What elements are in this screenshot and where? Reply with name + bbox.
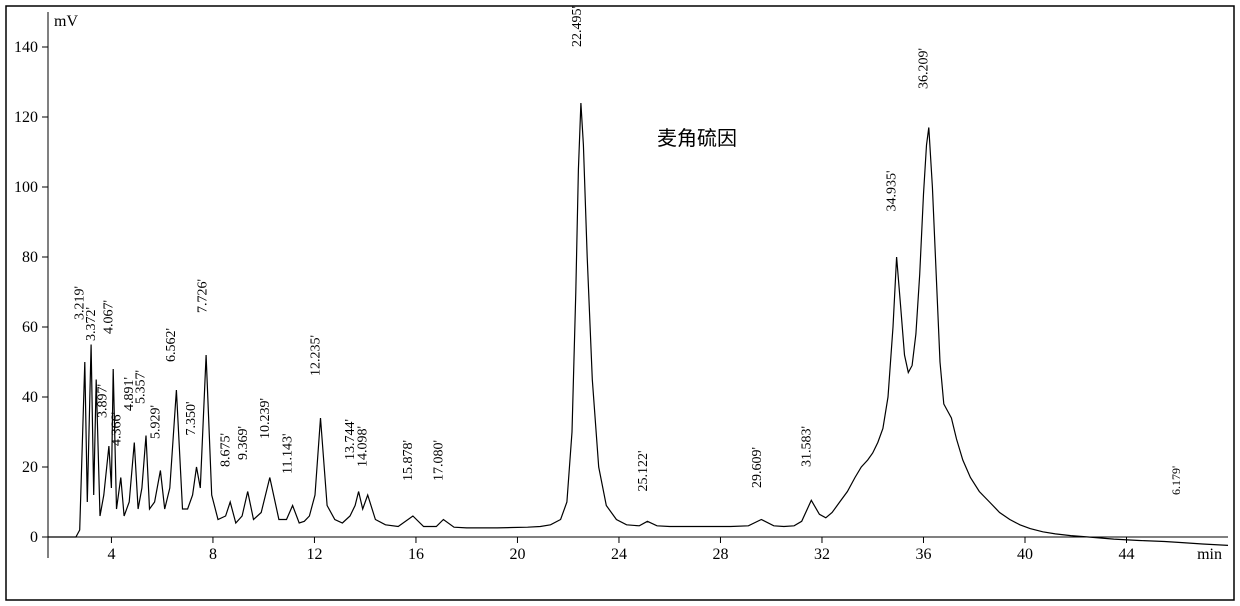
y-tick-label: 80 [22,249,38,266]
retention-time-label: 11.143' [281,433,296,474]
retention-time-label: 7.726' [196,279,211,313]
retention-time-label: 7.350' [184,401,199,435]
retention-time-label: 29.609' [750,447,765,488]
x-tick-label: 20 [509,546,525,563]
y-tick-label: 20 [22,459,38,476]
retention-time-label: 4.366' [109,412,124,446]
x-tick-label: 32 [814,546,830,563]
retention-time-label: 25.122' [636,450,651,491]
retention-time-label: 10.239' [258,398,273,439]
chart-frame [6,6,1234,600]
retention-time-label: 3.897' [95,384,110,418]
retention-time-label: 4.067' [102,300,117,334]
retention-time-label: 14.098' [355,426,370,467]
retention-time-label: 31.583' [800,426,815,467]
y-tick-label: 40 [22,389,38,406]
retention-time-label: 36.209' [916,48,931,89]
x-tick-label: 4 [107,546,115,563]
x-tick-label: 12 [306,546,322,563]
retention-time-label: 15.878' [401,440,416,481]
x-tick-label: 16 [408,546,424,563]
x-tick-label: 44 [1118,546,1134,563]
y-tick-label: 140 [14,39,38,56]
retention-time-label: 8.675' [218,433,233,467]
retention-time-label: 22.495' [570,6,585,47]
chart-svg: 0 20 40 60 80 100 120 140 mV 4 8 12 16 20 24 28 32 36 40 44… [0,0,1240,606]
peak-annotation: 麦角硫因 [657,127,737,150]
retention-time-label: 5.929' [149,405,164,439]
x-unit-label: min [1197,546,1222,563]
retention-time-label: 5.357' [133,370,148,404]
retention-time-label: 6.179' [1169,466,1183,495]
y-tick-label: 60 [22,319,38,336]
x-tick-label: 28 [712,546,728,563]
retention-time-label: 17.080' [432,440,447,481]
retention-time-label: 3.372' [84,307,99,341]
x-tick-label: 24 [611,546,627,563]
y-tick-label: 0 [30,529,38,546]
x-tick-label: 8 [209,546,217,563]
retention-time-label: 34.935' [885,170,900,211]
x-tick-label: 40 [1017,546,1033,563]
y-tick-label: 100 [14,179,38,196]
x-tick-label: 36 [915,546,931,563]
y-unit-label: mV [54,13,78,30]
retention-time-label: 12.235' [309,335,324,376]
retention-time-label: 9.369' [236,426,251,460]
y-tick-label: 120 [14,109,38,126]
chromatogram-chart: 0 20 40 60 80 100 120 140 mV 4 8 12 16 20 24 28 32 36 40 44… [0,0,1240,606]
retention-time-label: 6.562' [164,328,179,362]
